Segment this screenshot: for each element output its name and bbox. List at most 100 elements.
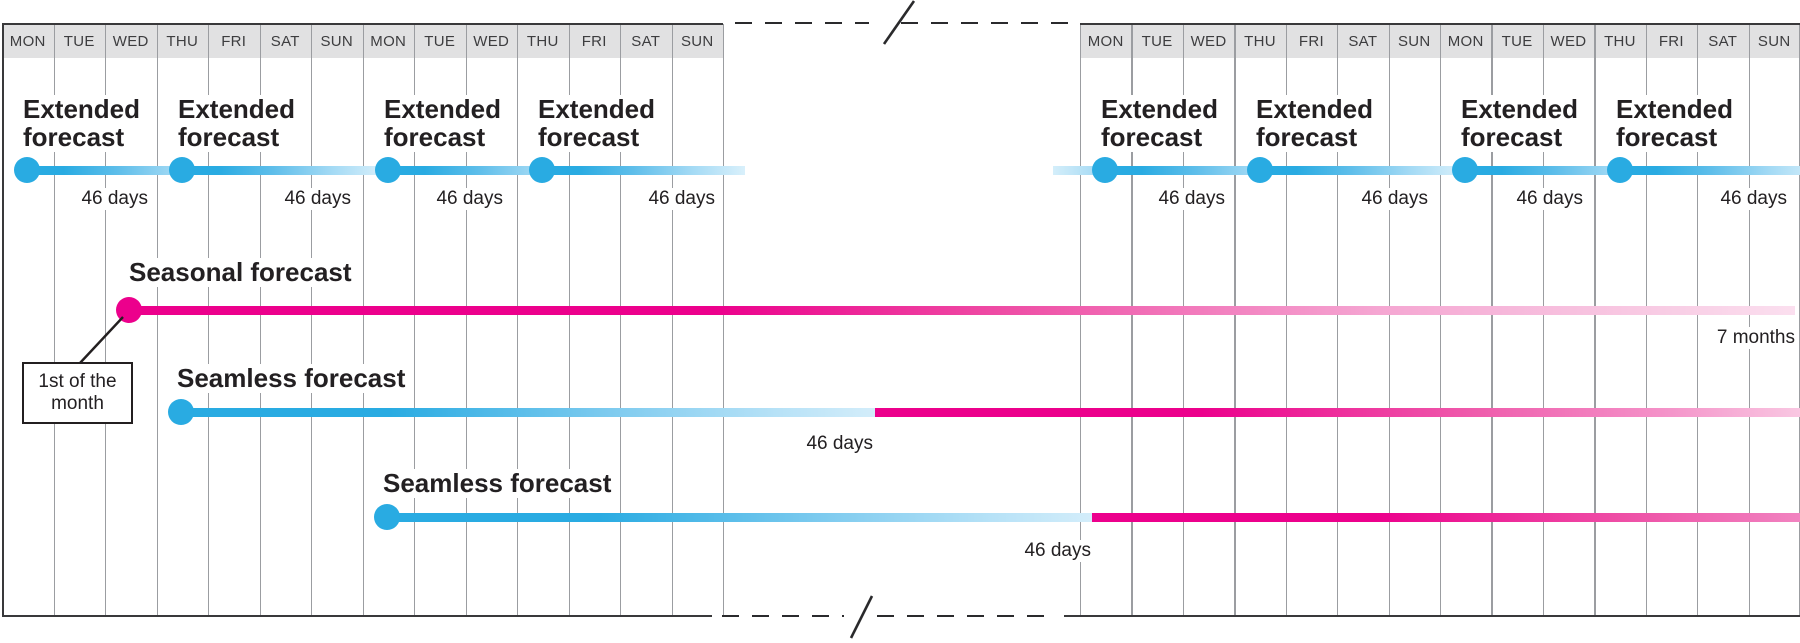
day-gridline — [1337, 24, 1339, 616]
left-border — [2, 23, 5, 617]
left-week-header: MON TUE WED THU FRI SAT SUN MON TUE WED … — [2, 25, 723, 58]
day-gridline — [208, 24, 210, 616]
day-header-cell: SAT — [270, 33, 300, 50]
first-of-month-annotation: 1st of the month — [22, 362, 133, 424]
day-gridline — [1182, 24, 1185, 616]
day-header-cell: WED — [1550, 33, 1587, 50]
day-gridline — [1697, 24, 1699, 616]
day-gridline — [414, 24, 416, 616]
seamless-forecast-bar-seasonal-part — [1092, 513, 1800, 522]
extended-forecast-bar — [27, 166, 230, 175]
extended-forecast-label: Extended forecast — [1615, 95, 1737, 152]
day-header-cell: SUN — [1397, 33, 1431, 50]
day-header-cell: MON — [370, 33, 407, 50]
top-border-right-grid — [1080, 23, 1800, 26]
day-header-cell: TUE — [63, 33, 95, 50]
seamless-forecast-label: Seamless forecast — [382, 469, 615, 498]
bottom-break-dashed-line — [722, 614, 844, 618]
day-header-cell: SAT — [1348, 33, 1378, 50]
top-break-dashed-line — [901, 21, 1069, 25]
day-header-cell: WED — [112, 33, 149, 50]
day-header-cell: THU — [1604, 33, 1636, 50]
extended-forecast-bar — [1465, 166, 1668, 175]
day-gridline — [1542, 24, 1545, 616]
day-gridline — [1080, 24, 1082, 616]
day-gridline — [620, 24, 622, 616]
day-header-cell: TUE — [1501, 33, 1533, 50]
seamless-duration-label: 46 days — [804, 433, 875, 455]
seasonal-duration-label: 7 months — [1714, 327, 1797, 349]
day-gridline — [1594, 24, 1596, 616]
day-gridline — [517, 24, 519, 616]
seamless-forecast-label: Seamless forecast — [176, 364, 409, 393]
day-header-cell: SUN — [1757, 33, 1791, 50]
extended-duration-label: 46 days — [434, 188, 505, 210]
bottom-break-slash — [849, 595, 874, 639]
extended-forecast-label: Extended forecast — [22, 95, 144, 152]
day-gridline — [53, 24, 55, 616]
top-break-dashed-line — [735, 21, 869, 25]
seamless-forecast-bar-extended-part — [387, 513, 1092, 522]
seamless-duration-label: 46 days — [1022, 540, 1093, 562]
day-gridline — [723, 24, 725, 616]
extended-forecast-continuation-bar — [1053, 166, 1105, 175]
day-header-cell: SUN — [680, 33, 714, 50]
day-header-cell: SUN — [320, 33, 354, 50]
day-header-cell: MON — [1087, 33, 1124, 50]
seasonal-forecast-bar — [129, 306, 1795, 315]
day-gridline — [362, 24, 364, 616]
day-header-cell: THU — [526, 33, 559, 50]
day-gridline — [259, 24, 261, 616]
seamless-forecast-bar-extended-part — [181, 408, 875, 417]
day-header-cell: WED — [473, 33, 510, 50]
bottom-border-left-grid — [2, 615, 712, 618]
extended-forecast-label: Extended forecast — [537, 95, 659, 152]
day-header-cell: MON — [9, 33, 46, 50]
day-gridline — [1748, 24, 1750, 616]
day-header-cell: SAT — [1708, 33, 1738, 50]
forecast-start-dot — [375, 157, 401, 183]
day-gridline — [156, 24, 158, 616]
extended-forecast-label: Extended forecast — [383, 95, 505, 152]
day-gridline — [1234, 24, 1236, 616]
forecast-start-dot — [529, 157, 555, 183]
extended-forecast-bar — [388, 166, 591, 175]
extended-forecast-bar — [1105, 166, 1308, 175]
day-header-cell: TUE — [424, 33, 456, 50]
day-gridline — [568, 24, 570, 616]
day-header-cell: THU — [166, 33, 199, 50]
forecast-start-dot — [116, 297, 142, 323]
extended-forecast-bar — [1620, 166, 1800, 175]
forecast-start-dot — [1092, 157, 1118, 183]
right-week-header: MON TUE WED THU FRI SAT SUN MON TUE WED … — [1080, 25, 1800, 58]
day-gridline — [1645, 24, 1648, 616]
bottom-break-dashed-line — [877, 614, 1054, 618]
extended-forecast-label: Extended forecast — [1100, 95, 1222, 152]
day-gridline — [1131, 24, 1133, 616]
extended-duration-label: 46 days — [1718, 188, 1789, 210]
extended-duration-label: 46 days — [1359, 188, 1430, 210]
day-header-cell: SAT — [631, 33, 661, 50]
forecast-start-dot — [168, 399, 194, 425]
forecast-start-dot — [14, 157, 40, 183]
day-gridline — [311, 24, 313, 616]
day-gridline — [1440, 24, 1442, 616]
day-gridline — [465, 24, 467, 616]
extended-duration-label: 46 days — [646, 188, 717, 210]
extended-forecast-bar — [182, 166, 385, 175]
extended-duration-label: 46 days — [79, 188, 150, 210]
day-header-cell: FRI — [1658, 33, 1684, 50]
day-gridline — [671, 24, 673, 616]
day-header-cell: WED — [1190, 33, 1227, 50]
extended-forecast-label: Extended forecast — [1460, 95, 1582, 152]
bottom-border-right-grid — [1064, 615, 1800, 618]
seamless-forecast-bar-seasonal-part — [875, 408, 1800, 417]
day-header-cell: MON — [1447, 33, 1484, 50]
day-gridline — [1388, 24, 1390, 616]
forecast-start-dot — [169, 157, 195, 183]
forecast-start-dot — [1607, 157, 1633, 183]
extended-duration-label: 46 days — [1156, 188, 1227, 210]
day-header-cell: FRI — [1298, 33, 1324, 50]
day-gridline — [1491, 24, 1493, 616]
